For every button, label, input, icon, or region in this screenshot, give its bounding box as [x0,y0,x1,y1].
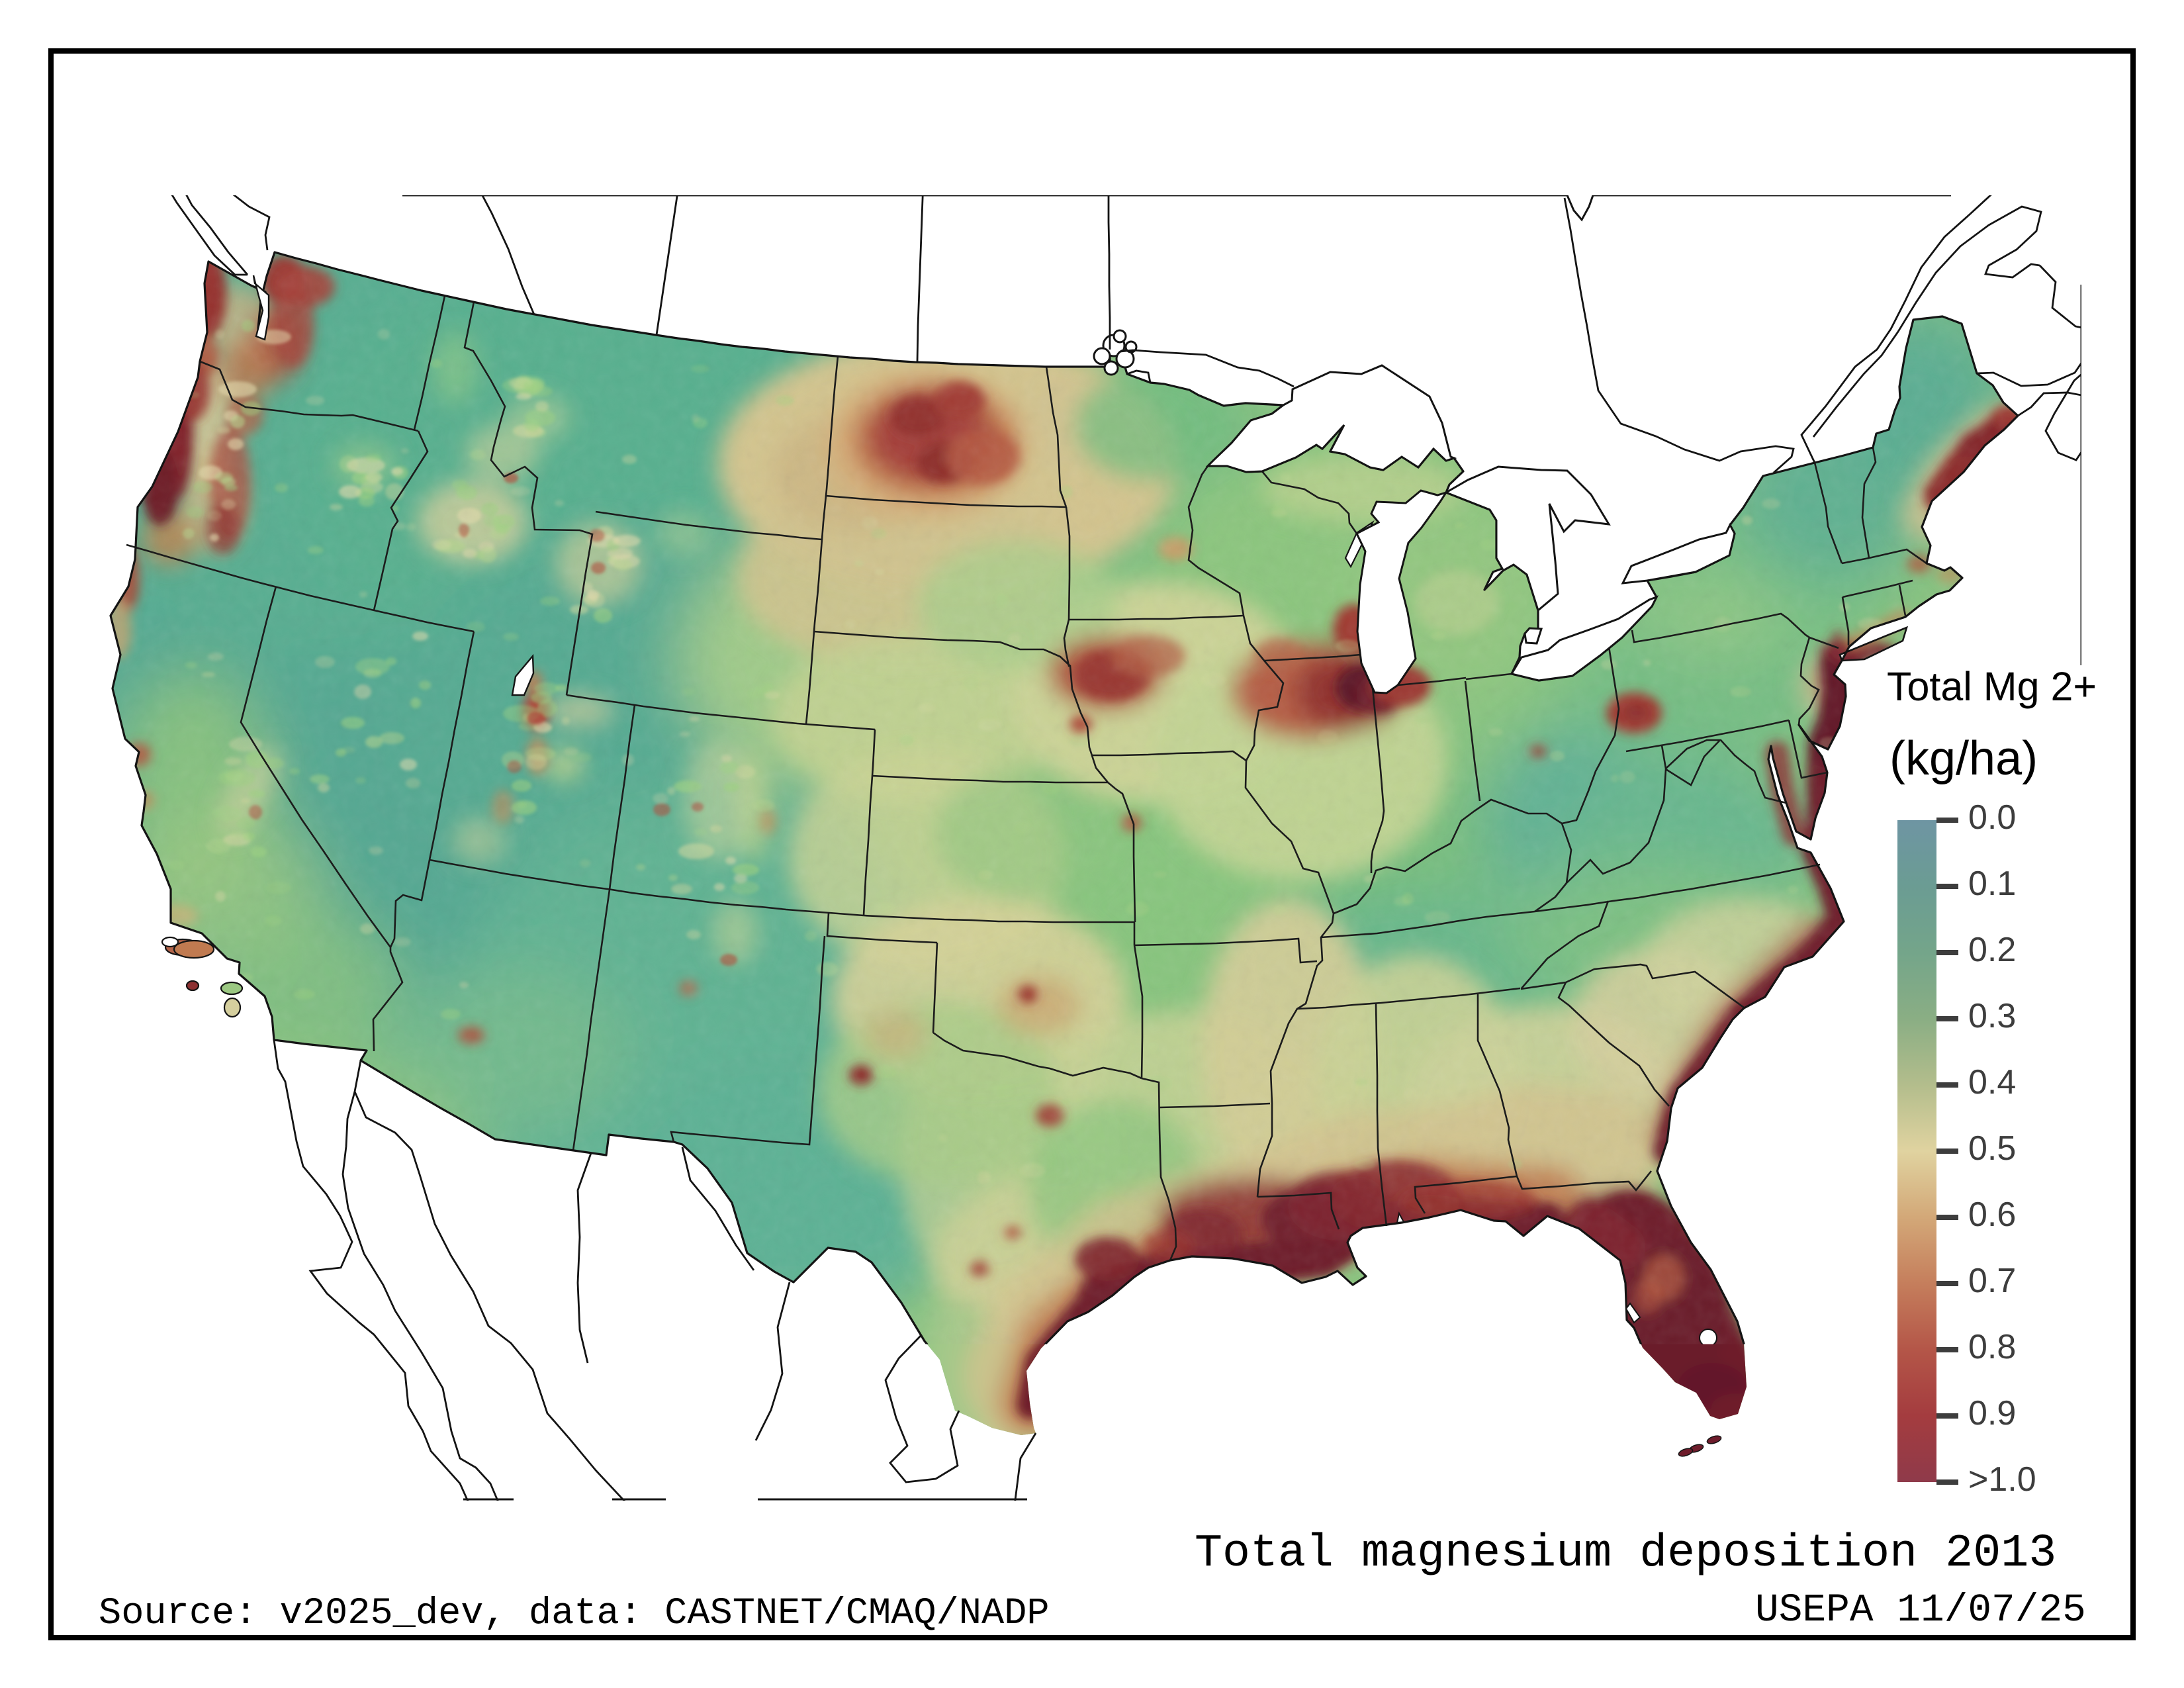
svg-text:USEPA 11/07/25: USEPA 11/07/25 [1755,1587,2086,1632]
svg-text:0.4: 0.4 [1968,1063,2016,1102]
svg-text:0.3: 0.3 [1968,997,2016,1035]
svg-text:0.2: 0.2 [1968,931,2016,969]
svg-text:(kg/ha): (kg/ha) [1889,732,2038,785]
svg-text:0.6: 0.6 [1968,1196,2016,1234]
svg-text:0.1: 0.1 [1968,865,2016,903]
svg-text:0.5: 0.5 [1968,1129,2016,1168]
svg-text:Source: v2025_dev, data: CASTN: Source: v2025_dev, data: CASTNET/CMAQ/NA… [99,1593,1050,1635]
svg-text:0.9: 0.9 [1968,1394,2016,1432]
svg-text:Total Mg 2+: Total Mg 2+ [1887,664,2097,709]
svg-text:0.0: 0.0 [1968,798,2016,837]
svg-text:0.8: 0.8 [1968,1328,2016,1366]
svg-text:>1.0: >1.0 [1968,1460,2036,1499]
svg-text:Total magnesium deposition 201: Total magnesium deposition 2013 [1195,1528,2056,1580]
svg-text:0.7: 0.7 [1968,1262,2016,1300]
